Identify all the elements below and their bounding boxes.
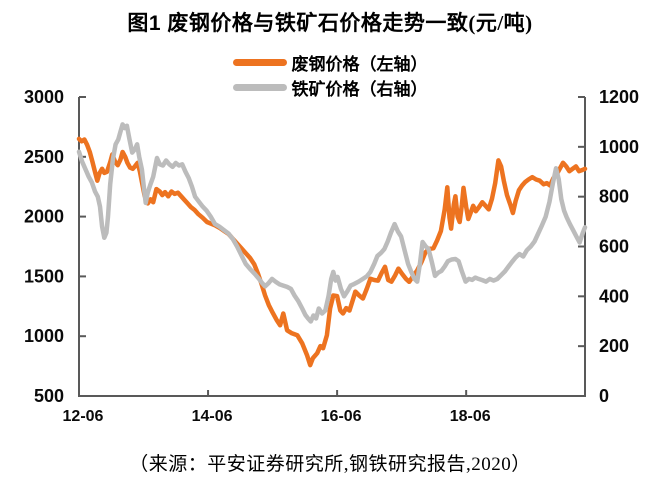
- chart-title-unit: (元/吨): [468, 11, 533, 35]
- right-axis-tick-label: 400: [599, 286, 629, 306]
- left-axis-tick-label: 2500: [24, 147, 64, 167]
- scrap-price-line-swatch: [232, 58, 287, 66]
- iron-ore-price-line-swatch: [232, 83, 287, 91]
- left-axis-tick-label: 1500: [24, 266, 64, 286]
- legend-item-scrap-price: 废钢价格（左轴）: [232, 51, 428, 74]
- right-axis-tick-label: 1000: [599, 137, 639, 157]
- iron-ore-price-legend-label: 铁矿价格（右轴）: [291, 79, 428, 99]
- x-axis-tick-label: 12-06: [63, 408, 104, 425]
- legend-item-iron-ore-price: 铁矿价格（右轴）: [232, 76, 428, 99]
- right-axis-tick-label: 200: [599, 336, 629, 356]
- left-axis-tick-label: 1000: [24, 326, 64, 346]
- x-axis-tick-label: 16-06: [321, 408, 362, 425]
- chart-title: 图1 废钢价格与铁矿石价格走势一致(元/吨): [0, 7, 660, 37]
- chart-title-text: 图1 废钢价格与铁矿石价格走势一致: [127, 12, 469, 35]
- iron-ore-price-line: [76, 122, 588, 324]
- x-axis-tick-label: 18-06: [450, 408, 491, 425]
- right-axis-tick-label: 0: [599, 386, 609, 406]
- right-axis-tick-label: 800: [599, 187, 629, 207]
- left-axis-tick-label: 3000: [24, 87, 64, 107]
- scrap-price-legend-label: 废钢价格（左轴）: [291, 54, 428, 74]
- left-axis-tick-label: 500: [34, 386, 64, 406]
- right-axis-tick-label: 600: [599, 237, 629, 257]
- x-axis-tick-label: 14-06: [192, 408, 233, 425]
- source-note: （来源：平安证券研究所,钢铁研究报告,2020）: [129, 454, 531, 475]
- right-axis-tick-label: 1200: [599, 87, 639, 107]
- legend: 废钢价格（左轴） 铁矿价格（右轴）: [0, 51, 660, 99]
- left-axis-tick-label: 2000: [24, 207, 64, 227]
